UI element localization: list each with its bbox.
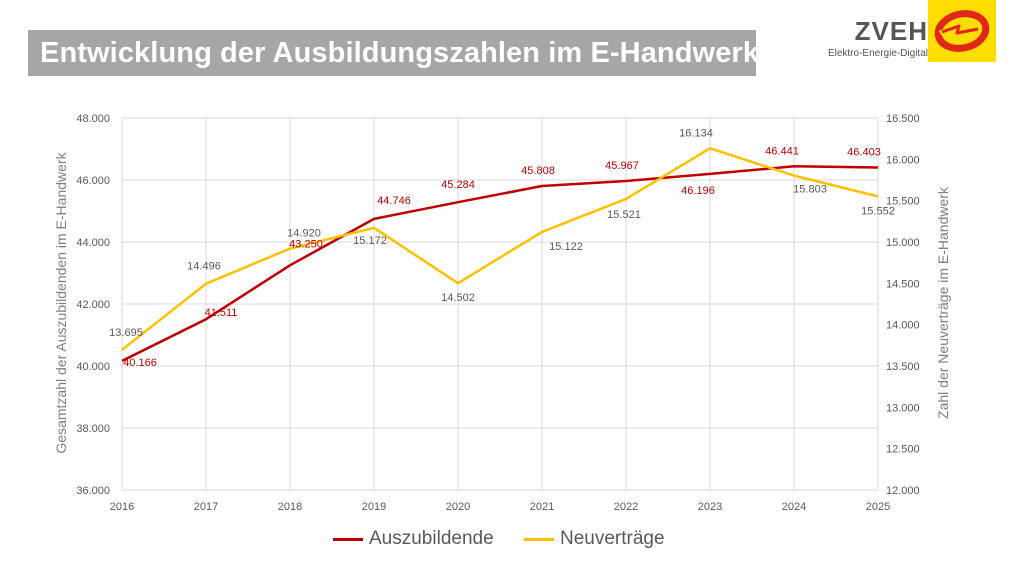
zveh-logo [928,0,996,62]
y-left-tick-label: 36.000 [76,485,110,497]
x-tick-label: 2017 [194,501,218,513]
data-label-auszubildende: 45.284 [441,179,475,191]
brand: ZVEH Elektro-Energie-Digital [808,14,928,64]
y-left-axis-title: Gesamtzahl der Auszubildenden im E-Handw… [53,151,69,453]
legend-swatch [333,537,363,541]
x-tick-label: 2020 [446,501,470,513]
data-label-auszubildende: 41.511 [205,307,238,319]
data-label-neuvertraege: 16.134 [679,127,713,139]
x-tick-label: 2019 [362,501,386,513]
y-left-tick-label: 38.000 [76,423,110,435]
data-label-auszubildende: 46.403 [847,147,881,159]
y-left-tick-label: 40.000 [76,361,110,373]
data-label-neuvertraege: 14.920 [287,228,321,240]
zveh-logo-icon [934,10,990,52]
y-right-tick-label: 13.000 [886,402,920,414]
legend-item-neuvertraege: Neuverträge [524,528,665,550]
data-label-neuvertraege: 15.552 [861,205,895,217]
legend: Auszubildende Neuverträge [0,528,1024,556]
data-label-auszubildende: 45.808 [521,165,555,177]
x-tick-label: 2024 [782,501,806,513]
page-title: Entwicklung der Ausbildungszahlen im E-H… [40,36,760,69]
y-right-axis-title: Zahl der Neuverträge im E-Handwerk [935,186,951,419]
series-line-neuvertraege [121,147,879,351]
x-tick-label: 2021 [530,501,554,513]
x-tick-label: 2025 [866,501,890,513]
y-left-tick-label: 44.000 [76,237,110,249]
x-tick-label: 2023 [698,501,722,513]
y-right-tick-label: 12.500 [886,444,920,456]
legend-label: Neuverträge [560,528,665,549]
y-right-tick-label: 14.500 [886,278,920,290]
data-label-neuvertraege: 15.122 [549,241,583,253]
y-right-tick-label: 15.500 [886,196,920,208]
x-tick-label: 2022 [614,501,638,513]
data-label-auszubildende: 40.166 [123,357,157,369]
data-label-auszubildende: 46.441 [765,145,799,157]
series-line-auszubildende [121,165,879,363]
data-label-auszubildende: 43.250 [289,238,323,250]
legend-item-auszubildende: Auszubildende [333,528,494,550]
y-right-tick-label: 16.500 [886,113,920,125]
line-chart: 36.000 38.000 40.000 42.000 44.000 46.000 48.0… [53,113,951,513]
y-left-tick-label: 42.000 [76,299,110,311]
x-tick-label: 2016 [110,501,134,513]
data-label-auszubildende: 44.746 [377,195,411,207]
title-banner: Entwicklung der Ausbildungszahlen im E-H… [28,30,760,76]
data-label-neuvertraege: 15.521 [607,209,641,221]
data-label-neuvertraege: 14.496 [187,261,221,273]
y-left-tick-label: 48.000 [76,113,110,125]
data-label-neuvertraege: 13.695 [109,327,143,339]
y-right-tick-label: 13.500 [886,361,920,373]
data-label-neuvertraege: 14.502 [441,292,475,304]
data-label-auszubildende: 45.967 [605,160,639,172]
y-right-tick-label: 14.000 [886,320,920,332]
y-right-tick-label: 16.000 [886,154,920,166]
brand-name: ZVEH [854,16,928,46]
y-right-tick-label: 12.000 [886,485,920,497]
x-tick-label: 2018 [278,501,302,513]
data-label-neuvertraege: 15.803 [793,184,827,196]
data-label-neuvertraege: 15.172 [353,235,387,247]
brand-tagline: Elektro-Energie-Digital [827,48,928,59]
y-left-tick-label: 46.000 [76,175,110,187]
legend-label: Auszubildende [369,528,494,549]
legend-swatch [524,537,554,541]
y-right-tick-label: 15.000 [886,237,920,249]
data-label-auszubildende: 46.196 [681,185,715,197]
